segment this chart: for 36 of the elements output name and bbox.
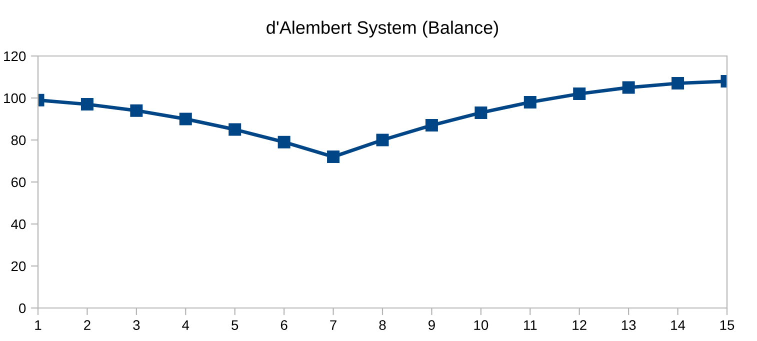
x-tick-label: 1	[35, 320, 42, 330]
y-tick-label: 40	[11, 219, 26, 230]
y-tick-label: 0	[19, 303, 26, 314]
point	[573, 88, 586, 100]
point	[672, 77, 684, 90]
x-tick-label: 10	[474, 320, 488, 330]
x-tick-label: 3	[133, 320, 140, 330]
y-tick-label: 20	[11, 261, 26, 272]
point	[179, 112, 192, 126]
x-tick-label: 9	[428, 320, 435, 330]
point	[130, 104, 143, 117]
x-tick-label: 2	[84, 320, 90, 330]
x-tick-label: 13	[622, 320, 636, 330]
x-tick-label: 11	[524, 320, 537, 330]
point	[278, 136, 290, 148]
point	[228, 123, 242, 136]
point	[622, 81, 635, 94]
y-tick-label: 60	[11, 177, 26, 188]
x-tick-label: 6	[280, 320, 288, 330]
chart-title: d'Alembert System (Balance)	[266, 20, 498, 38]
x-tick-label: 15	[720, 320, 734, 330]
x-tick-label: 4	[182, 320, 190, 330]
x-tick-label: 5	[232, 320, 238, 330]
point	[425, 119, 438, 132]
point	[474, 106, 488, 119]
point	[524, 96, 536, 108]
x-tick-label: 12	[572, 320, 586, 330]
x-tick-label: 7	[330, 320, 336, 330]
point	[327, 150, 340, 164]
point	[80, 98, 94, 111]
y-tick-label: 100	[4, 93, 26, 104]
point	[376, 134, 389, 146]
x-tick-label: 14	[671, 320, 686, 330]
y-tick-label: 80	[11, 135, 26, 146]
y-tick-label: 120	[4, 51, 26, 62]
x-tick-label: 8	[379, 320, 386, 330]
